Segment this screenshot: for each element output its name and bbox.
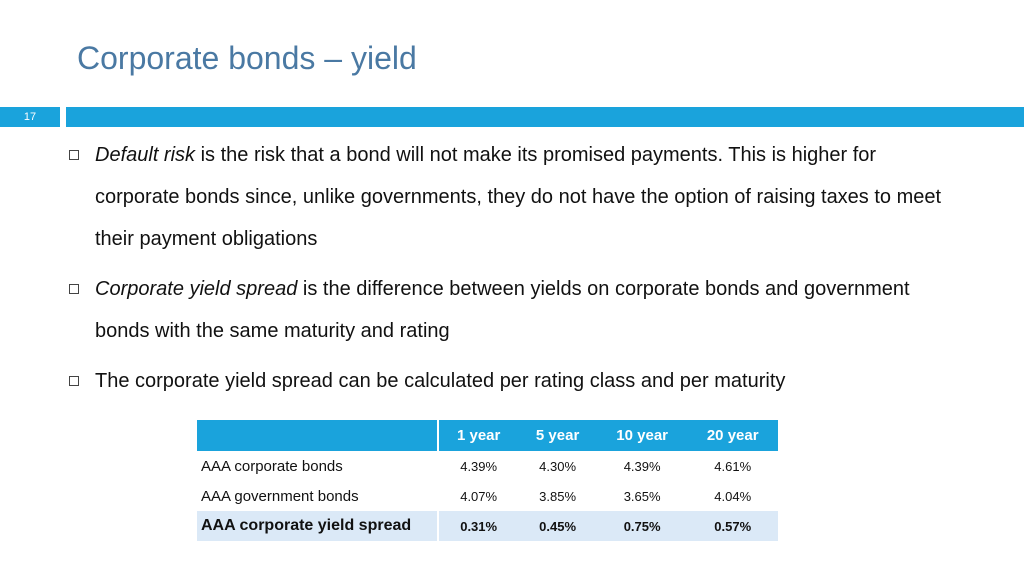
table-corner-cell [197, 420, 439, 451]
bullet-term: Corporate yield spread [95, 278, 298, 300]
table-row: AAA government bonds 4.07% 3.85% 3.65% 4… [197, 481, 778, 511]
bullet-item: The corporate yield spread can be calcul… [66, 360, 966, 402]
bullet-term: Default risk [95, 144, 196, 166]
table-cell: 4.39% [460, 458, 498, 474]
header-bar [66, 107, 1024, 127]
table-cell: 4.61% [714, 458, 752, 474]
table-cell: 4.30% [539, 458, 577, 474]
bullet-text: The corporate yield spread can be calcul… [95, 370, 786, 392]
row-label: AAA government bonds [197, 481, 439, 511]
square-bullet-icon [69, 376, 79, 386]
table-cell: 4.07% [460, 488, 498, 504]
bullet-item: Default risk is the risk that a bond wil… [66, 134, 966, 260]
square-bullet-icon [69, 150, 79, 160]
table-cell: 3.85% [539, 488, 577, 504]
column-header: 5 year [518, 420, 597, 451]
page-number: 17 [0, 107, 60, 127]
table-cell: 0.45% [518, 511, 597, 541]
bullet-text: is the difference between yields on corp… [95, 278, 910, 342]
table-cell: 4.04% [714, 488, 752, 504]
table-header-row: 1 year 5 year 10 year 20 year [197, 420, 778, 451]
bullet-text: is the risk that a bond will not make it… [95, 144, 942, 250]
table-cell: 4.39% [623, 458, 661, 474]
table-cell: 0.57% [687, 511, 778, 541]
bullet-list: Default risk is the risk that a bond wil… [66, 134, 966, 410]
bullet-item: Corporate yield spread is the difference… [66, 268, 966, 352]
table-cell: 3.65% [623, 488, 661, 504]
column-header: 1 year [438, 420, 519, 451]
table-row-highlight: AAA corporate yield spread 0.31% 0.45% 0… [197, 511, 778, 541]
table-row: AAA corporate bonds 4.39% 4.30% 4.39% 4.… [197, 451, 778, 481]
slide-title: Corporate bonds – yield [77, 40, 417, 76]
column-header: 10 year [596, 420, 688, 451]
table-cell: 0.75% [596, 511, 688, 541]
table-cell: 0.31% [438, 511, 519, 541]
square-bullet-icon [69, 284, 79, 294]
yield-table: 1 year 5 year 10 year 20 year AAA corpor… [197, 420, 779, 541]
column-header: 20 year [687, 420, 778, 451]
row-label: AAA corporate yield spread [197, 511, 439, 541]
row-label: AAA corporate bonds [197, 451, 439, 481]
